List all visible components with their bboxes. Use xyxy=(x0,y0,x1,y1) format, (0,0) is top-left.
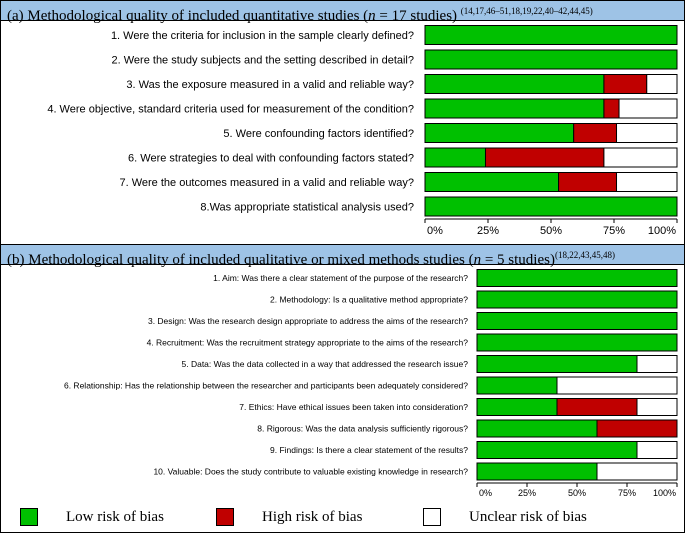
chart-a-bar-low xyxy=(424,98,605,119)
chart-a-category-label: 8.Was appropriate statistical analysis u… xyxy=(200,201,414,213)
chart-a-category-label: 1. Were the criteria for inclusion in th… xyxy=(111,30,414,42)
chart-b-bar-low xyxy=(476,376,558,395)
chart-a-bar-low xyxy=(424,123,575,143)
chart-b-bar-low xyxy=(476,312,678,330)
chart-b-tick-label: 0% xyxy=(479,488,492,498)
chart-b-category-label: 2. Methodology: Is a qualitative method … xyxy=(270,295,468,305)
panel-b-title-suffix: = 5 studies) xyxy=(481,252,555,268)
chart-b-bar-low xyxy=(476,398,558,416)
chart-b-bar-low xyxy=(476,462,598,481)
chart-a-category-label: 4. Were objective, standard criteria use… xyxy=(47,103,414,115)
chart-a-bar-low xyxy=(424,74,605,94)
legend-swatch-low xyxy=(20,508,38,526)
chart-a-bar-low xyxy=(424,25,678,45)
chart-a-bar-high xyxy=(573,123,618,143)
legend-label-low: Low risk of bias xyxy=(66,508,164,525)
chart-b-category-label: 6. Relationship: Has the relationship be… xyxy=(64,381,468,391)
chart-a-bar-high xyxy=(558,172,618,192)
legend-label-high: High risk of bias xyxy=(262,508,363,525)
chart-a-tick-label: 100% xyxy=(648,225,676,237)
legend-item-low: Low risk of bias xyxy=(20,508,164,526)
chart-b-bar-low xyxy=(476,269,678,287)
chart-a-bar-unclear xyxy=(646,74,678,94)
chart-a-category-label: 7. Were the outcomes measured in a valid… xyxy=(119,177,414,189)
chart-a-bar-low xyxy=(424,147,486,168)
chart-b-category-label: 1. Aim: Was there a clear statement of t… xyxy=(213,273,468,283)
chart-a-category-label: 2. Were the study subjects and the setti… xyxy=(112,54,414,66)
legend-swatch-unclear xyxy=(423,508,441,526)
chart-b-bar-unclear xyxy=(636,441,678,459)
panel-b-header: (b) Methodological quality of included q… xyxy=(1,244,684,268)
chart-b-category-label: 5. Data: Was the data collected in a way… xyxy=(182,359,469,369)
chart-b-bar-low xyxy=(476,441,638,459)
chart-a-bar-high xyxy=(603,74,648,94)
chart-a-tick-label: 0% xyxy=(427,225,443,237)
chart-a: 1. Were the criteria for inclusion in th… xyxy=(47,25,678,237)
chart-b-bar-unclear xyxy=(596,462,678,481)
chart-a-tick-label: 50% xyxy=(540,225,562,237)
chart-b-bar-high xyxy=(556,398,638,416)
chart-a-bar-low xyxy=(424,196,678,217)
panel-b-title-n: n xyxy=(473,252,482,268)
chart-b-tick-label: 50% xyxy=(568,488,586,498)
chart-b-category-label: 8. Rigorous: Was the data analysis suffi… xyxy=(257,424,468,434)
chart-b-category-label: 3. Design: Was the research design appro… xyxy=(148,316,468,326)
chart-b-category-label: 4. Recruitment: Was the recruitment stra… xyxy=(147,338,469,348)
panel-b-refs: (18,22,43,45,48) xyxy=(554,250,615,260)
panel-b-title-prefix: (b) Methodological quality of included q… xyxy=(7,252,474,268)
legend-label-unclear: Unclear risk of bias xyxy=(469,508,587,525)
chart-a-bar-unclear xyxy=(616,123,678,143)
chart-a-tick-label: 75% xyxy=(603,225,625,237)
chart-a-bar-low xyxy=(424,49,678,70)
chart-b-bar-low xyxy=(476,355,638,373)
chart-a-category-label: 3. Was the exposure measured in a valid … xyxy=(126,79,414,91)
chart-b-bar-low xyxy=(476,419,598,438)
chart-b-tick-label: 75% xyxy=(618,488,636,498)
panel-a-header: (a) Methodological quality of included q… xyxy=(1,1,684,24)
panel-a-title-suffix: = 17 studies) xyxy=(375,8,458,24)
chart-a-bar-high xyxy=(603,98,620,119)
legend-item-high: High risk of bias xyxy=(216,508,362,526)
panel-a-refs: (14,17,46–51,18,19,22,40–42,44,45) xyxy=(460,6,593,16)
chart-a-bar-low xyxy=(424,172,560,192)
chart-b-bar-unclear xyxy=(636,355,678,373)
legend-swatch-high xyxy=(216,508,234,526)
chart-a-category-label: 5. Were confounding factors identified? xyxy=(223,128,414,140)
panel-a-title-n: n xyxy=(368,8,376,24)
chart-a-bar-high xyxy=(484,147,605,168)
chart-a-bar-unclear xyxy=(618,98,678,119)
chart-b-bar-unclear xyxy=(636,398,678,416)
chart-a-bar-unclear xyxy=(603,147,678,168)
chart-b-category-label: 7. Ethics: Have ethical issues been take… xyxy=(239,402,468,412)
chart-b-bar-high xyxy=(596,419,678,438)
legend-item-unclear: Unclear risk of bias xyxy=(423,508,587,526)
chart-a-tick-label: 25% xyxy=(477,225,499,237)
chart-b-category-label: 10. Valuable: Does the study contribute … xyxy=(153,467,468,477)
chart-a-category-label: 6. Were strategies to deal with confound… xyxy=(128,152,414,164)
chart-b-category-label: 9. Findings: Is there a clear statement … xyxy=(270,445,468,455)
chart-a-bar-unclear xyxy=(616,172,678,192)
chart-b-bar-unclear xyxy=(556,376,678,395)
chart-b-tick-label: 100% xyxy=(653,488,676,498)
chart-b-bar-low xyxy=(476,333,678,352)
chart-b: 1. Aim: Was there a clear statement of t… xyxy=(64,269,678,498)
chart-b-tick-label: 25% xyxy=(518,488,536,498)
legend: Low risk of bias High risk of bias Uncle… xyxy=(0,508,685,532)
panel-a-title-prefix: (a) Methodological quality of included q… xyxy=(7,8,369,24)
chart-b-bar-low xyxy=(476,290,678,309)
